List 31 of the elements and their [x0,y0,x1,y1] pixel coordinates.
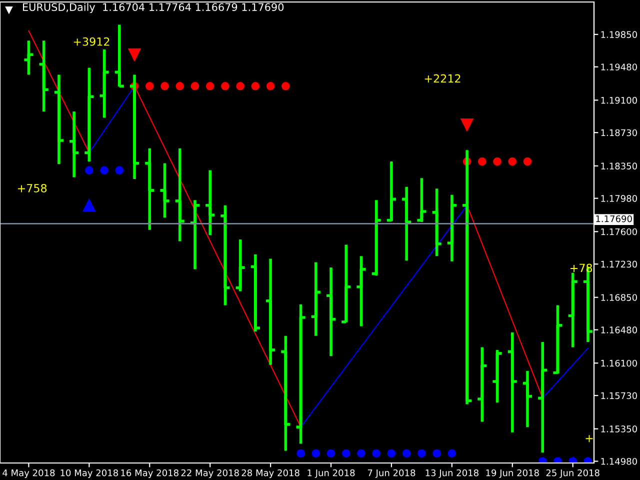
y-tick-label: 1.16100 [601,360,637,367]
y-tick-label: 1.17600 [601,228,637,236]
y-tick-label: 1.19480 [601,64,637,70]
x-tick-label: 7 Jun 2018 [368,469,416,478]
y-tick-label: 1.16850 [601,294,637,301]
annotation: + [586,435,593,442]
y-tick-label: 1.17230 [601,260,637,268]
y-tick-label: 1.15350 [601,426,637,432]
y-tick-label: 1.18350 [601,162,637,170]
x-tick-label: 19 Jun 2018 [486,469,539,478]
y-tick-label: 1.15730 [601,392,637,400]
x-tick-label: 4 May 2018 [2,469,55,478]
x-tick-label: 10 May 2018 [60,469,118,478]
chart-title: EURUSD,Daily 1.16704 1.17764 1.16679 1.17690 [23,2,284,14]
y-tick-label: 1.19100 [601,96,637,104]
ref-line-label: 1.17690 [596,215,632,222]
y-tick-label: 1.17980 [601,195,637,202]
x-tick-label: 13 Jun 2018 [426,469,478,478]
x-tick-label: 16 May 2018 [121,469,178,478]
x-tick-label: 1 Jun 2018 [308,469,355,478]
annotation: +78 [570,264,592,272]
y-tick-label: 1.19850 [601,31,637,38]
annotation: +3912 [74,37,110,46]
x-tick-label: 22 May 2018 [181,469,239,478]
y-tick-label: 1.16480 [601,326,637,334]
annotation: +758 [18,184,47,192]
y-tick-label: 1.14980 [601,458,637,465]
x-tick-label: 25 Jun 2018 [546,469,600,478]
y-tick-label: 1.18730 [601,129,637,136]
annotation: +2212 [424,74,460,83]
x-tick-label: 28 May 2018 [242,469,300,478]
